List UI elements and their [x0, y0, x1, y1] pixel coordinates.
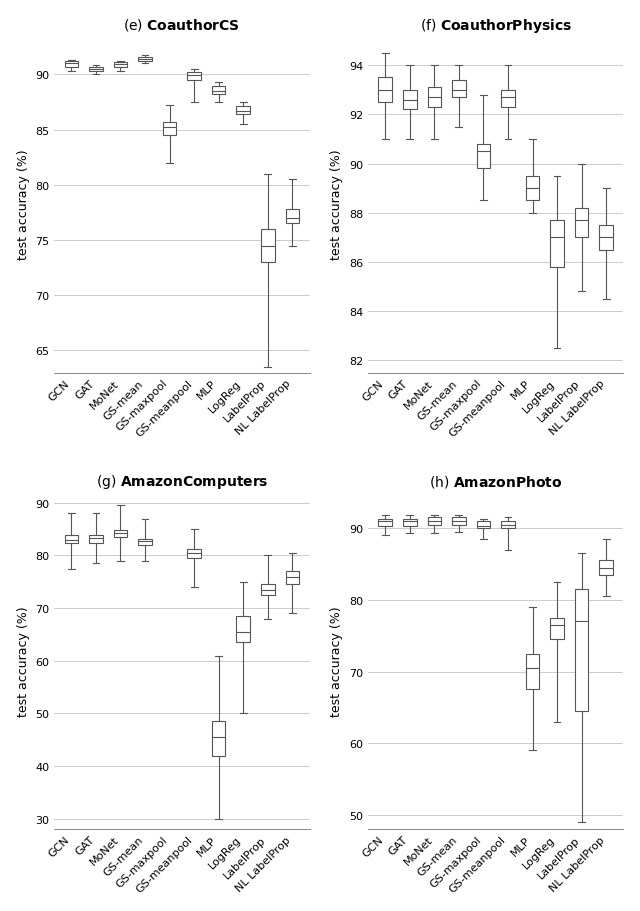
Title: (h) $\bf{Amazon Photo}$: (h) $\bf{Amazon Photo}$ — [429, 474, 563, 489]
PathPatch shape — [525, 654, 540, 690]
PathPatch shape — [237, 107, 250, 115]
PathPatch shape — [428, 88, 441, 107]
PathPatch shape — [285, 210, 299, 224]
PathPatch shape — [403, 519, 417, 527]
PathPatch shape — [452, 517, 466, 525]
PathPatch shape — [550, 220, 564, 268]
PathPatch shape — [212, 87, 225, 95]
PathPatch shape — [89, 67, 102, 72]
PathPatch shape — [138, 57, 152, 62]
PathPatch shape — [378, 519, 392, 527]
Y-axis label: test accuracy (%): test accuracy (%) — [17, 149, 29, 261]
PathPatch shape — [477, 145, 490, 169]
PathPatch shape — [575, 209, 588, 238]
PathPatch shape — [65, 536, 78, 544]
PathPatch shape — [477, 521, 490, 528]
PathPatch shape — [261, 230, 275, 262]
PathPatch shape — [501, 521, 515, 528]
Y-axis label: test accuracy (%): test accuracy (%) — [330, 606, 344, 716]
PathPatch shape — [452, 81, 466, 98]
Title: (f) $\bf{Coauthor Physics}$: (f) $\bf{Coauthor Physics}$ — [420, 16, 572, 35]
PathPatch shape — [188, 549, 201, 558]
Y-axis label: test accuracy (%): test accuracy (%) — [17, 606, 29, 716]
PathPatch shape — [378, 78, 392, 103]
PathPatch shape — [550, 618, 564, 640]
PathPatch shape — [212, 722, 225, 756]
PathPatch shape — [89, 536, 102, 544]
PathPatch shape — [428, 517, 441, 525]
Y-axis label: test accuracy (%): test accuracy (%) — [330, 149, 343, 261]
PathPatch shape — [600, 226, 613, 251]
PathPatch shape — [575, 589, 588, 711]
PathPatch shape — [65, 62, 78, 67]
PathPatch shape — [237, 617, 250, 642]
Title: (e) $\bf{Coauthor CS}$: (e) $\bf{Coauthor CS}$ — [124, 17, 240, 33]
PathPatch shape — [285, 572, 299, 585]
PathPatch shape — [138, 539, 152, 546]
PathPatch shape — [188, 73, 201, 81]
PathPatch shape — [403, 90, 417, 110]
PathPatch shape — [114, 63, 127, 67]
PathPatch shape — [501, 90, 515, 107]
PathPatch shape — [114, 530, 127, 537]
Title: (g) $\bf{Amazon Computers}$: (g) $\bf{Amazon Computers}$ — [95, 473, 268, 491]
PathPatch shape — [600, 561, 613, 575]
PathPatch shape — [261, 585, 275, 595]
PathPatch shape — [163, 123, 177, 136]
PathPatch shape — [525, 177, 540, 201]
